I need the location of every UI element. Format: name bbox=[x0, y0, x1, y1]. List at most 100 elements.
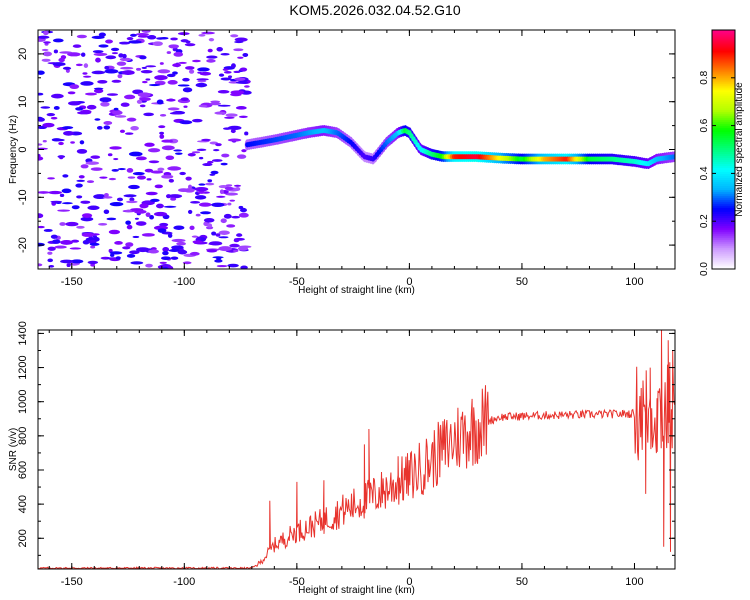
heatmap-noise-cell bbox=[168, 194, 183, 199]
heatmap-noise-cell bbox=[142, 200, 151, 203]
heatmap-noise-cell bbox=[114, 115, 127, 118]
heatmap-noise-cell bbox=[197, 190, 206, 194]
heatmap-noise-cell bbox=[179, 120, 193, 125]
colorbar-swatch bbox=[712, 59, 735, 63]
colorbar-tick-label: 0.2 bbox=[699, 214, 710, 228]
heatmap-noise-cell bbox=[155, 203, 164, 209]
heatmap-noise-cell bbox=[93, 87, 104, 90]
colorbar-swatch bbox=[712, 197, 735, 200]
colorbar-swatch bbox=[712, 159, 735, 163]
colorbar-swatch bbox=[712, 153, 735, 157]
heatmap-noise-cell bbox=[150, 170, 164, 174]
heatmap-noise-cell bbox=[122, 246, 131, 250]
heatmap-noise-cell bbox=[38, 70, 45, 75]
heatmap-noise-cell bbox=[207, 48, 213, 53]
heatmap-noise-cell bbox=[93, 88, 104, 94]
heatmap-noise-cell bbox=[177, 32, 190, 36]
heatmap-noise-cell bbox=[237, 246, 248, 251]
heatmap-noise-cell bbox=[126, 200, 138, 204]
heatmap-noise-cell bbox=[100, 101, 110, 107]
colorbar-swatch bbox=[712, 45, 735, 49]
heatmap-noise-cell bbox=[116, 61, 127, 66]
colorbar-swatch bbox=[712, 195, 735, 198]
colorbar-swatch bbox=[712, 227, 735, 230]
snr-y-tick-label: 1200 bbox=[17, 355, 29, 379]
heatmap-noise-cell bbox=[117, 168, 126, 171]
heatmap-noise-cell bbox=[82, 239, 90, 245]
heatmap-noise-cell bbox=[134, 217, 139, 220]
heatmap-noise-cell bbox=[207, 179, 213, 183]
colorbar-swatch bbox=[712, 189, 735, 192]
heatmap-noise-cell bbox=[156, 99, 164, 105]
heatmap-noise-cell bbox=[98, 32, 106, 37]
heatmap-noise-cell bbox=[118, 41, 131, 45]
colorbar-swatch bbox=[712, 209, 735, 212]
heatmap-noise-cell bbox=[125, 220, 131, 225]
heatmap-noise-cell bbox=[90, 263, 96, 267]
heatmap-noise-cell bbox=[128, 40, 142, 44]
heatmap-noise-cell bbox=[170, 37, 178, 41]
colorbar-swatch bbox=[712, 219, 735, 222]
snr-x-tick-label: -50 bbox=[289, 576, 305, 588]
heatmap-noise-cell bbox=[126, 117, 137, 122]
heatmap-noise-cell bbox=[179, 171, 186, 176]
heatmap-noise-cell bbox=[104, 65, 110, 70]
heatmap-noise-cell bbox=[188, 69, 195, 74]
heatmap-noise-cell bbox=[141, 80, 148, 84]
heatmap-x-tick-label: -50 bbox=[289, 276, 305, 288]
heatmap-noise-cell bbox=[218, 246, 233, 252]
heatmap-noise-cell bbox=[206, 249, 218, 253]
heatmap-noise-cell bbox=[98, 44, 109, 48]
heatmap-noise-cell bbox=[78, 175, 85, 179]
colorbar-swatch bbox=[712, 229, 735, 232]
colorbar-swatch bbox=[712, 167, 735, 171]
colorbar-swatch bbox=[712, 119, 735, 123]
heatmap-noise-cell bbox=[41, 48, 49, 52]
heatmap-noise-cell bbox=[90, 245, 96, 249]
heatmap-noise-cell bbox=[130, 261, 144, 265]
heatmap-noise-cell bbox=[198, 33, 206, 37]
heatmap-noise-cell bbox=[80, 200, 91, 204]
heatmap-noise-cell bbox=[227, 125, 242, 130]
colorbar-swatch bbox=[712, 151, 735, 155]
heatmap-noise-cell bbox=[119, 129, 125, 133]
heatmap-noise-cell bbox=[71, 239, 80, 243]
colorbar-swatch bbox=[712, 43, 735, 47]
heatmap-y-tick-label: -20 bbox=[17, 237, 29, 253]
heatmap-noise-cell bbox=[135, 156, 147, 161]
heatmap-noise-cell bbox=[41, 58, 51, 62]
heatmap-noise-cell bbox=[157, 228, 167, 233]
heatmap-noise-cell bbox=[95, 57, 101, 63]
heatmap-noise-cell bbox=[126, 253, 136, 258]
heatmap-noise-cell bbox=[120, 102, 130, 107]
colorbar-swatch bbox=[712, 99, 735, 103]
colorbar-swatch bbox=[712, 51, 735, 55]
heatmap-noise-cell bbox=[128, 184, 140, 190]
figure-title: KOM5.2026.032.04.52.G10 bbox=[289, 2, 461, 18]
colorbar-swatch bbox=[712, 65, 735, 69]
heatmap-noise-cell bbox=[80, 164, 89, 169]
heatmap-noise-cell bbox=[50, 116, 58, 120]
heatmap-noise-cell bbox=[47, 251, 53, 255]
colorbar-swatch bbox=[712, 79, 735, 83]
heatmap-noise-cell bbox=[48, 264, 55, 268]
heatmap-noise-cell bbox=[126, 36, 134, 41]
heatmap-noise-cell bbox=[183, 105, 188, 108]
colorbar-tick-label: 0.6 bbox=[699, 118, 710, 132]
heatmap-noise-cell bbox=[76, 179, 86, 182]
heatmap-noise-cell bbox=[161, 174, 174, 179]
heatmap-noise-cell bbox=[105, 39, 113, 44]
heatmap-noise-cell bbox=[187, 152, 196, 157]
heatmap-noise-cell bbox=[212, 256, 224, 259]
heatmap-noise-cell bbox=[109, 146, 122, 150]
heatmap-noise-cell bbox=[59, 222, 66, 226]
heatmap-noise-cell bbox=[235, 106, 247, 110]
heatmap-noise-cell bbox=[171, 238, 186, 243]
heatmap-noise-cell bbox=[178, 61, 187, 64]
heatmap-noise-cell bbox=[108, 229, 121, 235]
heatmap-noise-cell bbox=[148, 160, 160, 164]
heatmap-noise-cell bbox=[69, 84, 80, 90]
heatmap-noise-cell bbox=[135, 32, 150, 36]
heatmap-noise-cell bbox=[227, 202, 232, 206]
